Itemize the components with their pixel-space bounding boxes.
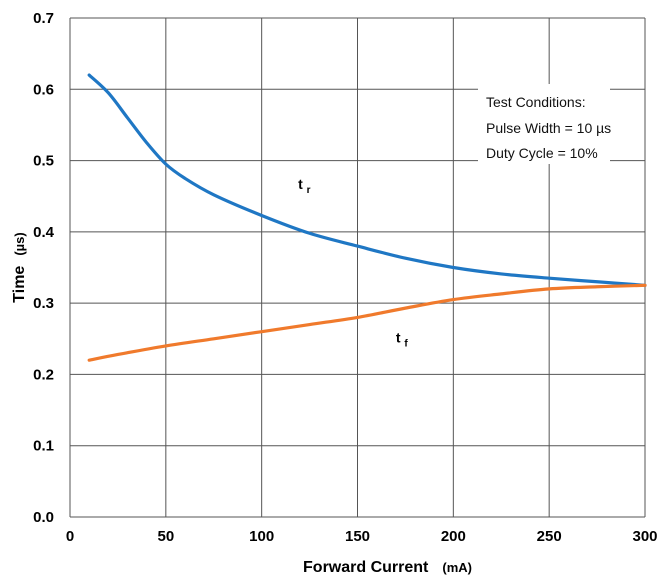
y-tick-label: 0.0	[33, 509, 54, 526]
x-tick-label: 200	[441, 528, 466, 545]
x-tick-label: 300	[632, 528, 657, 545]
series-label-tf-main: t	[396, 329, 401, 345]
test-conditions-note: Test Conditions: Pulse Width = 10 µs Dut…	[486, 94, 615, 161]
y-tick-label: 0.5	[33, 153, 54, 170]
y-tick-label: 0.1	[33, 438, 54, 455]
series-line-tf	[87, 283, 647, 362]
series-label-tr-main: t	[298, 176, 303, 192]
x-axis-unit: (mA)	[442, 560, 472, 575]
tick-labels: 0 50 100 150 200 250 300 0.0 0.1 0.2 0.3 0.4 0.5 0.6 0…	[33, 10, 657, 545]
series-layer	[87, 73, 647, 362]
y-tick-label: 0.3	[33, 295, 54, 312]
note-line-2: Pulse Width = 10 µs	[486, 120, 611, 136]
series-label-tr: t r	[298, 176, 311, 196]
x-axis-title: Forward Current	[303, 559, 429, 576]
series-label-tr-sub: r	[307, 185, 311, 196]
y-axis-unit: (µs)	[12, 232, 27, 255]
x-tick-label: 150	[345, 528, 370, 545]
x-tick-label: 50	[157, 528, 174, 545]
test-conditions-box	[478, 84, 610, 164]
series-label-tf: t f	[396, 329, 409, 349]
note-line-1: Test Conditions:	[486, 94, 586, 110]
y-axis-label: Time (µs)	[11, 232, 28, 302]
x-tick-label: 100	[249, 528, 274, 545]
y-axis-title: Time	[11, 266, 28, 303]
y-tick-label: 0.7	[33, 10, 54, 27]
series-line-tr	[87, 73, 647, 287]
series-label-tf-sub: f	[404, 338, 408, 349]
y-tick-label: 0.4	[33, 224, 55, 241]
y-tick-label: 0.2	[33, 366, 54, 383]
y-tick-label: 0.6	[33, 81, 54, 98]
note-line-3: Duty Cycle = 10%	[486, 145, 598, 161]
x-tick-label: 250	[537, 528, 562, 545]
x-axis-label: Forward Current (mA)	[303, 559, 472, 576]
x-tick-label: 0	[66, 528, 74, 545]
